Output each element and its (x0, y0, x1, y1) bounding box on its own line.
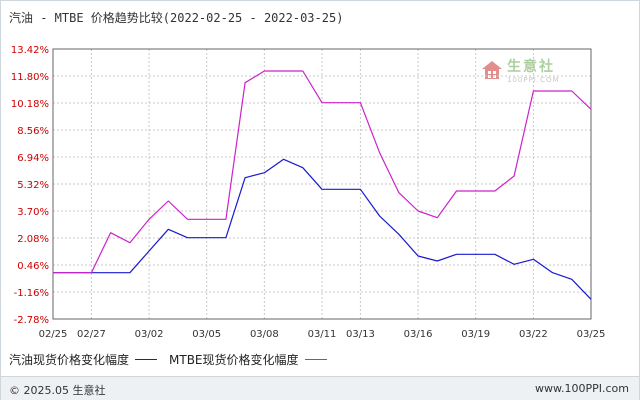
line-chart: 13.42% 11.80% 10.18% 8.56% 6.94% 5.32% 3.70% 2.… (11, 45, 606, 340)
legend-swatch-mtbe (304, 359, 327, 360)
x-tick-label: 03/19 (461, 329, 490, 340)
x-tick-label: 03/05 (192, 329, 221, 340)
x-tick-label: 03/22 (519, 329, 548, 340)
y-tick-label: -2.78% (14, 315, 49, 326)
x-tick-label: 02/25 (39, 329, 68, 340)
watermark-main: 生意社 (507, 59, 555, 75)
chart-title: 汽油 - MTBE 价格趋势比较(2022-02-25 - 2022-03-25… (9, 11, 344, 25)
x-tick-label: 03/16 (404, 329, 433, 340)
legend-label-gasoline: 汽油现货价格变化幅度 (9, 353, 130, 367)
footer-url[interactable]: www.100PPI.com (535, 382, 629, 395)
x-tick-labels: 02/25 02/27 03/02 03/05 03/08 03/11 03/13 03/16… (39, 329, 606, 340)
y-tick-label: 3.70% (17, 207, 49, 218)
y-tick-label: 10.18% (11, 99, 49, 110)
series-line-gasoline (53, 158, 592, 300)
x-tick-label: 02/27 (77, 329, 106, 340)
grid-layer (52, 48, 592, 320)
legend-item-gasoline: 汽油现货价格变化幅度 (9, 351, 158, 368)
x-tick-label: 03/08 (250, 329, 279, 340)
legend-swatch-gasoline (135, 359, 158, 360)
y-tick-label: 11.80% (11, 72, 49, 83)
y-tick-label: 2.08% (17, 234, 49, 245)
y-tick-label: 8.56% (17, 126, 49, 137)
series-line-mtbe (53, 70, 592, 274)
y-tick-labels: 13.42% 11.80% 10.18% 8.56% 6.94% 5.32% 3.70% 2.… (11, 45, 49, 326)
y-tick-label: 5.32% (17, 180, 49, 191)
y-tick-label: 6.94% (17, 153, 49, 164)
axis-layer (52, 48, 592, 320)
legend-label-mtbe: MTBE现货价格变化幅度 (169, 353, 299, 367)
x-tick-label: 03/02 (135, 329, 164, 340)
legend-item-mtbe: MTBE现货价格变化幅度 (169, 351, 327, 368)
watermark: 生意社 100PPI.COM (481, 56, 560, 84)
series-layer (53, 70, 592, 300)
plot-border (52, 48, 592, 320)
y-tick-label: 0.46% (17, 261, 49, 272)
watermark-sub: 100PPI.COM (507, 76, 560, 84)
y-tick-label: 13.42% (11, 45, 49, 56)
x-tick-label: 03/11 (308, 329, 337, 340)
footer-copyright: © 2025.05 生意社 (9, 384, 106, 397)
y-tick-label: -1.16% (14, 288, 49, 299)
x-tick-label: 03/25 (577, 329, 606, 340)
footer-bar: © 2025.05 生意社 www.100PPI.com (1, 376, 639, 400)
x-tick-label: 03/13 (346, 329, 375, 340)
chart-legend: 汽油现货价格变化幅度 MTBE现货价格变化幅度 (9, 351, 339, 368)
